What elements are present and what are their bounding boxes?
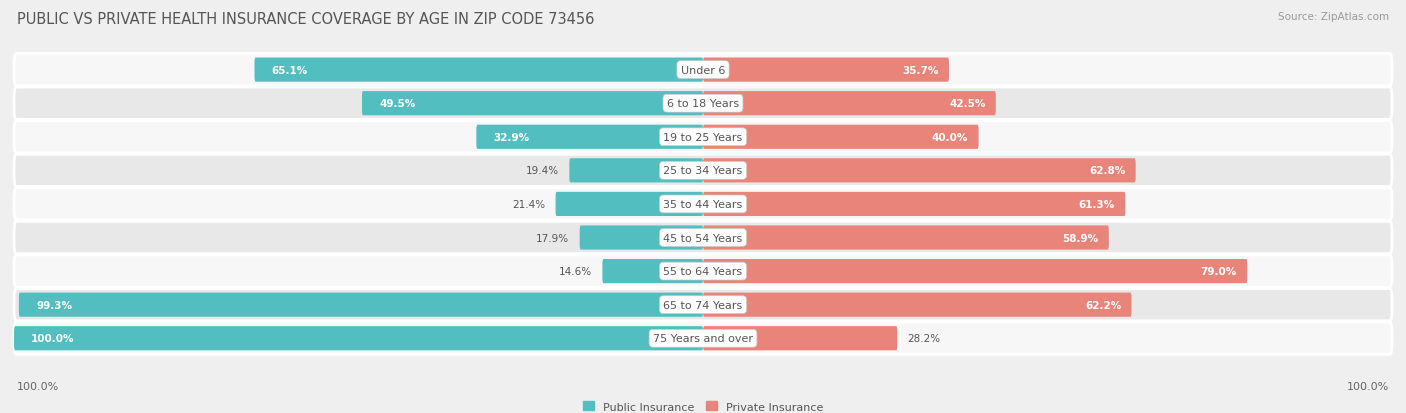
Text: 21.4%: 21.4% xyxy=(512,199,546,209)
Text: 35.7%: 35.7% xyxy=(903,65,939,76)
FancyBboxPatch shape xyxy=(703,58,949,83)
Text: 79.0%: 79.0% xyxy=(1201,266,1237,276)
Text: 49.5%: 49.5% xyxy=(380,99,415,109)
Text: 28.2%: 28.2% xyxy=(908,333,941,344)
Text: 58.9%: 58.9% xyxy=(1063,233,1098,243)
Text: 25 to 34 Years: 25 to 34 Years xyxy=(664,166,742,176)
FancyBboxPatch shape xyxy=(703,192,1125,216)
Text: 32.9%: 32.9% xyxy=(494,133,530,142)
FancyBboxPatch shape xyxy=(579,226,703,250)
FancyBboxPatch shape xyxy=(703,159,1136,183)
Text: 35 to 44 Years: 35 to 44 Years xyxy=(664,199,742,209)
FancyBboxPatch shape xyxy=(14,55,1392,86)
Text: 61.3%: 61.3% xyxy=(1078,199,1115,209)
Text: 100.0%: 100.0% xyxy=(17,381,59,391)
Text: 17.9%: 17.9% xyxy=(536,233,569,243)
Text: 62.2%: 62.2% xyxy=(1085,300,1121,310)
Text: 19 to 25 Years: 19 to 25 Years xyxy=(664,133,742,142)
Text: Source: ZipAtlas.com: Source: ZipAtlas.com xyxy=(1278,12,1389,22)
Text: 19.4%: 19.4% xyxy=(526,166,560,176)
FancyBboxPatch shape xyxy=(14,188,1392,221)
FancyBboxPatch shape xyxy=(14,255,1392,287)
FancyBboxPatch shape xyxy=(602,259,703,283)
FancyBboxPatch shape xyxy=(569,159,703,183)
Text: 65.1%: 65.1% xyxy=(271,65,308,76)
Text: 62.8%: 62.8% xyxy=(1090,166,1125,176)
FancyBboxPatch shape xyxy=(14,289,1392,321)
FancyBboxPatch shape xyxy=(703,92,995,116)
FancyBboxPatch shape xyxy=(555,192,703,216)
FancyBboxPatch shape xyxy=(14,323,1392,354)
Text: 100.0%: 100.0% xyxy=(31,333,75,344)
FancyBboxPatch shape xyxy=(14,88,1392,120)
Text: 55 to 64 Years: 55 to 64 Years xyxy=(664,266,742,276)
Text: 40.0%: 40.0% xyxy=(932,133,969,142)
FancyBboxPatch shape xyxy=(703,259,1247,283)
Text: 14.6%: 14.6% xyxy=(560,266,592,276)
FancyBboxPatch shape xyxy=(477,126,703,150)
Text: 65 to 74 Years: 65 to 74 Years xyxy=(664,300,742,310)
FancyBboxPatch shape xyxy=(14,326,703,351)
Text: 99.3%: 99.3% xyxy=(37,300,72,310)
Text: PUBLIC VS PRIVATE HEALTH INSURANCE COVERAGE BY AGE IN ZIP CODE 73456: PUBLIC VS PRIVATE HEALTH INSURANCE COVER… xyxy=(17,12,595,27)
FancyBboxPatch shape xyxy=(703,126,979,150)
Text: 42.5%: 42.5% xyxy=(949,99,986,109)
FancyBboxPatch shape xyxy=(361,92,703,116)
FancyBboxPatch shape xyxy=(703,226,1109,250)
Text: 45 to 54 Years: 45 to 54 Years xyxy=(664,233,742,243)
FancyBboxPatch shape xyxy=(254,58,703,83)
FancyBboxPatch shape xyxy=(14,222,1392,254)
FancyBboxPatch shape xyxy=(14,155,1392,187)
FancyBboxPatch shape xyxy=(703,326,897,351)
FancyBboxPatch shape xyxy=(14,121,1392,154)
Text: 6 to 18 Years: 6 to 18 Years xyxy=(666,99,740,109)
Text: 75 Years and over: 75 Years and over xyxy=(652,333,754,344)
Legend: Public Insurance, Private Insurance: Public Insurance, Private Insurance xyxy=(579,397,827,413)
FancyBboxPatch shape xyxy=(703,293,1132,317)
Text: Under 6: Under 6 xyxy=(681,65,725,76)
FancyBboxPatch shape xyxy=(18,293,703,317)
Text: 100.0%: 100.0% xyxy=(1347,381,1389,391)
